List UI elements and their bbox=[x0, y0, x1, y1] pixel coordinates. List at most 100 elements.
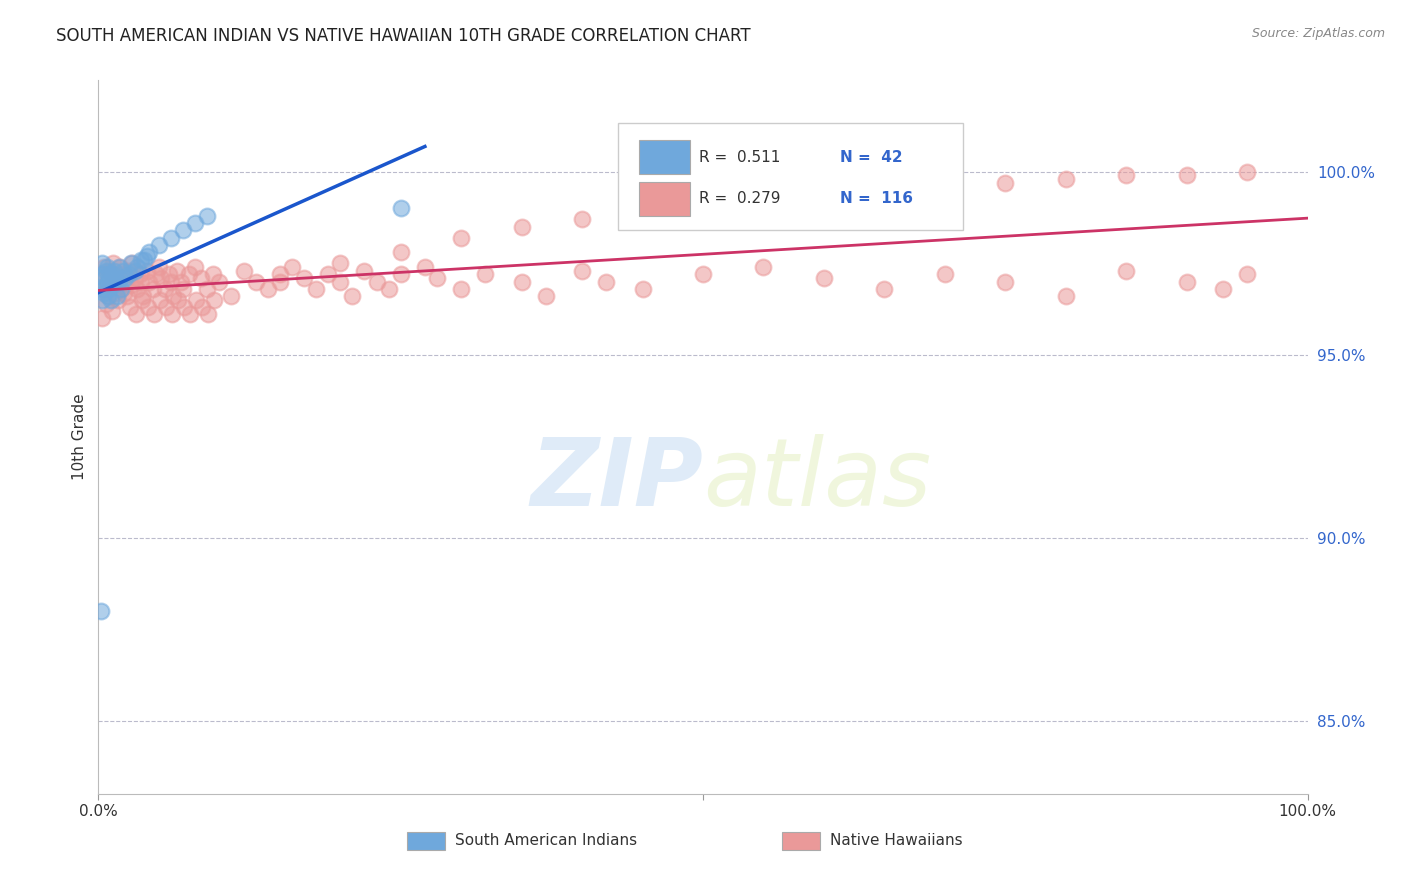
Point bbox=[595, 275, 617, 289]
Point bbox=[98, 282, 121, 296]
Point bbox=[148, 260, 170, 274]
Point bbox=[571, 212, 593, 227]
Point bbox=[752, 260, 775, 274]
Point bbox=[186, 293, 208, 307]
Point bbox=[120, 256, 142, 270]
Text: R =  0.279: R = 0.279 bbox=[699, 191, 780, 206]
Bar bbox=[782, 832, 820, 849]
Point bbox=[150, 271, 173, 285]
Point bbox=[1175, 275, 1198, 289]
Point bbox=[179, 308, 201, 322]
Point bbox=[1236, 165, 1258, 179]
Point bbox=[160, 308, 183, 322]
Bar bbox=[638, 182, 690, 216]
Point bbox=[94, 278, 117, 293]
Point bbox=[571, 263, 593, 277]
Point bbox=[93, 260, 115, 274]
Point bbox=[190, 271, 212, 285]
Point bbox=[195, 209, 218, 223]
Point bbox=[91, 311, 114, 326]
Point bbox=[155, 300, 177, 314]
Point bbox=[281, 260, 304, 274]
Point bbox=[692, 197, 714, 211]
Point bbox=[134, 252, 156, 267]
Point bbox=[100, 278, 122, 293]
Point bbox=[329, 256, 352, 270]
Point bbox=[149, 293, 172, 307]
Point bbox=[101, 267, 124, 281]
Point bbox=[873, 282, 896, 296]
Point bbox=[108, 260, 131, 274]
Point bbox=[631, 282, 654, 296]
Point bbox=[184, 260, 207, 274]
Point bbox=[160, 275, 183, 289]
Point bbox=[121, 256, 143, 270]
Point bbox=[1236, 267, 1258, 281]
Point bbox=[118, 263, 141, 277]
Point bbox=[692, 267, 714, 281]
Point bbox=[94, 296, 117, 310]
Point bbox=[100, 275, 122, 289]
Point bbox=[934, 179, 956, 194]
Point bbox=[195, 282, 218, 296]
Point bbox=[191, 300, 214, 314]
Point bbox=[160, 230, 183, 244]
Bar bbox=[406, 832, 446, 849]
Point bbox=[166, 263, 188, 277]
Point bbox=[112, 285, 135, 300]
Text: Native Hawaiians: Native Hawaiians bbox=[830, 833, 963, 847]
Point bbox=[204, 293, 226, 307]
Point bbox=[173, 300, 195, 314]
Point bbox=[631, 205, 654, 219]
Point bbox=[124, 271, 146, 285]
Point bbox=[256, 282, 278, 296]
Point bbox=[111, 267, 134, 281]
Point bbox=[162, 289, 184, 303]
Point bbox=[105, 289, 128, 303]
Text: SOUTH AMERICAN INDIAN VS NATIVE HAWAIIAN 10TH GRADE CORRELATION CHART: SOUTH AMERICAN INDIAN VS NATIVE HAWAIIAN… bbox=[56, 27, 751, 45]
Point bbox=[389, 245, 412, 260]
Point bbox=[107, 293, 129, 307]
Point bbox=[105, 275, 128, 289]
Point bbox=[93, 285, 115, 300]
Point bbox=[269, 267, 291, 281]
Point bbox=[127, 260, 149, 274]
Point bbox=[179, 267, 201, 281]
Point bbox=[90, 604, 112, 618]
Point bbox=[377, 282, 399, 296]
Point bbox=[329, 275, 352, 289]
Point bbox=[104, 275, 127, 289]
Text: N =  42: N = 42 bbox=[839, 150, 903, 165]
Point bbox=[117, 289, 139, 303]
Point bbox=[145, 267, 167, 281]
FancyBboxPatch shape bbox=[619, 123, 963, 230]
Point bbox=[813, 186, 835, 201]
Point bbox=[91, 293, 114, 307]
Text: N =  116: N = 116 bbox=[839, 191, 912, 206]
Point bbox=[342, 289, 364, 303]
Point bbox=[101, 256, 124, 270]
Point bbox=[132, 289, 155, 303]
Point bbox=[96, 260, 118, 274]
Point bbox=[292, 271, 315, 285]
Point bbox=[98, 263, 121, 277]
Point bbox=[1175, 169, 1198, 183]
Point bbox=[103, 271, 125, 285]
Point bbox=[131, 293, 153, 307]
Point bbox=[114, 271, 136, 285]
Point bbox=[813, 271, 835, 285]
Point bbox=[91, 282, 114, 296]
Point bbox=[103, 263, 125, 277]
Point bbox=[120, 278, 142, 293]
Point bbox=[104, 285, 127, 300]
Point bbox=[97, 289, 120, 303]
Point bbox=[153, 282, 176, 296]
Point bbox=[208, 275, 231, 289]
Point bbox=[108, 271, 131, 285]
Point bbox=[143, 308, 166, 322]
Point bbox=[148, 238, 170, 252]
Text: Source: ZipAtlas.com: Source: ZipAtlas.com bbox=[1251, 27, 1385, 40]
Point bbox=[111, 263, 134, 277]
Point bbox=[96, 275, 118, 289]
Point bbox=[994, 275, 1017, 289]
